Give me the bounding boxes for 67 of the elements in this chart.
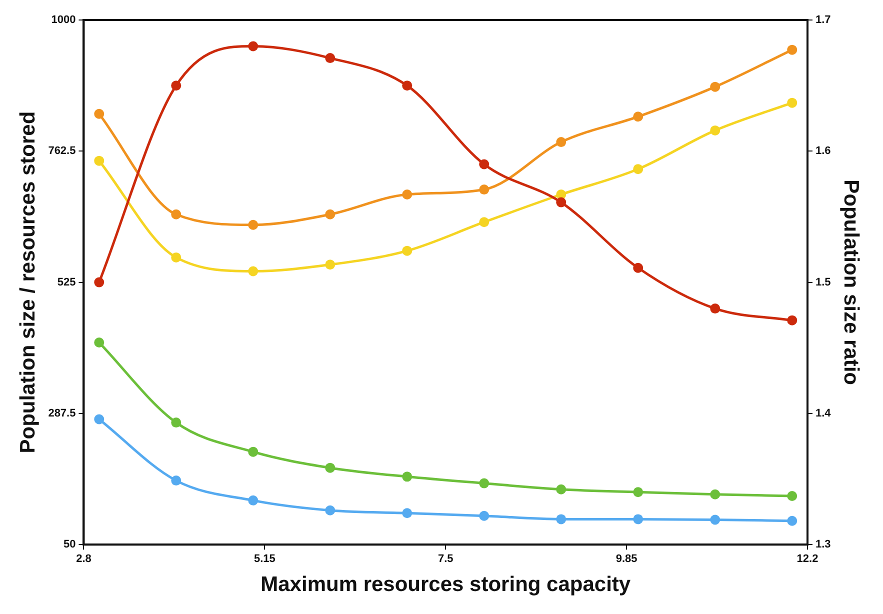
point <box>248 266 258 276</box>
point <box>94 337 104 348</box>
y-tick-label: 525 <box>57 276 76 288</box>
x-tick-label: 12.2 <box>796 553 818 566</box>
y-axis-title: Population size / resources stored <box>16 111 40 454</box>
point <box>402 472 412 482</box>
y-tick-label: 762.5 <box>48 145 76 158</box>
point <box>556 137 566 148</box>
point <box>479 159 490 170</box>
y2-tick-label: 1.3 <box>816 538 831 551</box>
point <box>556 484 566 494</box>
point <box>402 80 412 91</box>
point <box>710 514 720 525</box>
point <box>325 260 336 270</box>
y-tick-label: 50 <box>63 538 76 551</box>
x-axis-title: Maximum resources storing capacity <box>260 573 631 596</box>
x-tick-label: 2.8 <box>76 553 92 566</box>
point <box>556 514 566 524</box>
point <box>248 41 258 52</box>
point <box>248 220 258 230</box>
point <box>710 82 720 92</box>
point <box>787 98 798 108</box>
point <box>633 164 644 174</box>
point <box>633 487 644 498</box>
point <box>325 462 336 473</box>
point <box>710 489 720 500</box>
point <box>633 112 644 122</box>
y2-tick-label: 1.4 <box>816 407 832 420</box>
point <box>171 209 182 220</box>
x-tick-label: 7.5 <box>438 553 454 566</box>
point <box>325 505 336 516</box>
point <box>171 80 182 91</box>
y2-axis-title: Population size ratio <box>840 180 863 385</box>
point <box>710 304 720 314</box>
point <box>479 184 490 195</box>
point <box>479 217 490 228</box>
x-tick-label: 9.85 <box>616 553 638 566</box>
y2-tick-label: 1.5 <box>816 276 831 288</box>
point <box>479 478 490 488</box>
y-tick-label: 287.5 <box>48 407 76 420</box>
point <box>787 315 798 326</box>
point <box>94 277 104 288</box>
point <box>556 197 566 208</box>
point <box>402 246 412 256</box>
point <box>94 108 104 119</box>
point <box>94 414 104 424</box>
point <box>402 508 412 518</box>
point <box>402 190 412 200</box>
x-tick-label: 5.15 <box>254 553 276 566</box>
y2-tick-label: 1.6 <box>816 145 831 158</box>
point <box>787 44 798 55</box>
point <box>94 156 104 166</box>
point <box>710 125 720 136</box>
point <box>633 262 644 273</box>
y-tick-label: 1000 <box>51 14 76 26</box>
point <box>787 491 798 502</box>
point <box>171 476 182 486</box>
point <box>325 53 336 64</box>
point <box>171 252 182 262</box>
y2-tick-label: 1.7 <box>816 14 831 26</box>
point <box>248 446 258 457</box>
point <box>633 514 644 524</box>
point <box>171 418 182 428</box>
point <box>787 516 798 526</box>
point <box>248 495 258 506</box>
point <box>479 510 490 521</box>
point <box>325 209 336 220</box>
